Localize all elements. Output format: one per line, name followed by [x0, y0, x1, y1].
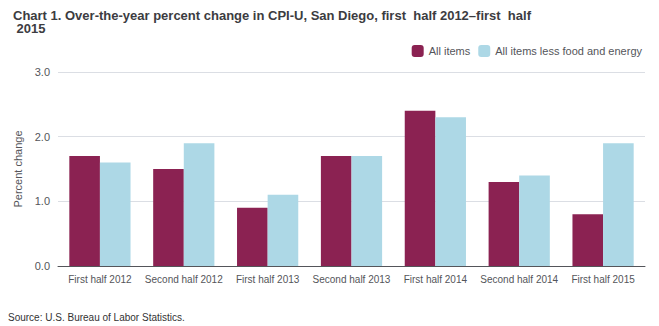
svg-text:Source: U.S. Bureau of Labor S: Source: U.S. Bureau of Labor Statistics. [8, 312, 185, 323]
svg-text:First half 2012: First half 2012 [68, 274, 132, 285]
svg-text:2015: 2015 [13, 21, 46, 36]
svg-text:1.0: 1.0 [35, 195, 50, 207]
svg-text:First half 2015: First half 2015 [571, 274, 635, 285]
svg-text:3.0: 3.0 [35, 66, 50, 78]
svg-text:First half 2014: First half 2014 [404, 274, 468, 285]
svg-text:All items less food and energy: All items less food and energy [495, 45, 642, 57]
svg-text:Second half 2013: Second half 2013 [313, 274, 391, 285]
svg-text:0.0: 0.0 [35, 260, 50, 272]
svg-text:Second half 2012: Second half 2012 [145, 274, 223, 285]
svg-text:Percent change: Percent change [12, 130, 24, 207]
svg-text:Second half 2014: Second half 2014 [480, 274, 558, 285]
svg-text:All items: All items [429, 45, 471, 57]
svg-text:2.0: 2.0 [35, 131, 50, 143]
svg-text:Chart 1. Over-the-year percent: Chart 1. Over-the-year percent change in… [13, 8, 532, 23]
svg-text:First half 2013: First half 2013 [236, 274, 300, 285]
